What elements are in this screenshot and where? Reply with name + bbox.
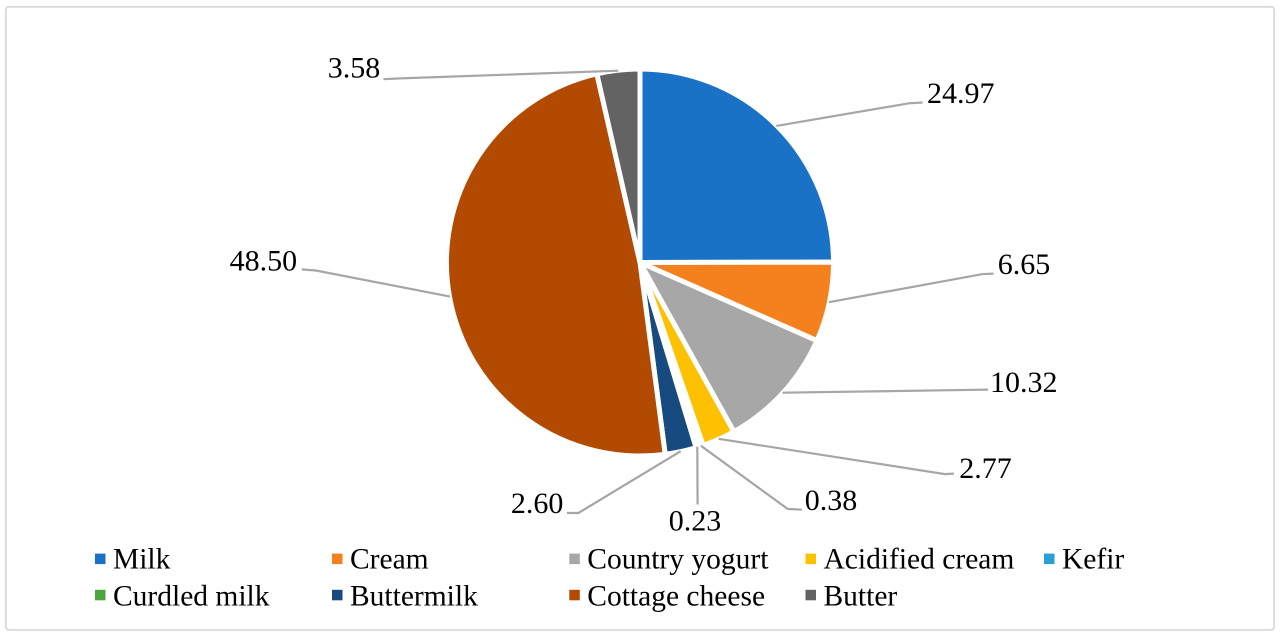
svg-text:Milk: Milk xyxy=(113,543,171,575)
svg-text:48.50: 48.50 xyxy=(230,245,298,278)
svg-text:3.58: 3.58 xyxy=(328,52,381,85)
svg-text:Country yogurt: Country yogurt xyxy=(587,543,769,575)
svg-text:Buttermilk: Buttermilk xyxy=(350,580,478,612)
svg-text:Kefir: Kefir xyxy=(1062,543,1124,575)
svg-text:Butter: Butter xyxy=(824,580,898,612)
svg-text:Curdled milk: Curdled milk xyxy=(113,580,270,612)
svg-text:10.32: 10.32 xyxy=(990,366,1058,399)
svg-text:0.38: 0.38 xyxy=(805,484,858,517)
svg-text:Acidified cream: Acidified cream xyxy=(824,543,1015,575)
svg-text:Cottage cheese: Cottage cheese xyxy=(587,580,765,612)
svg-text:Cream: Cream xyxy=(350,543,429,575)
svg-text:24.97: 24.97 xyxy=(927,77,995,110)
svg-text:6.65: 6.65 xyxy=(998,248,1050,281)
svg-text:0.23: 0.23 xyxy=(669,505,722,538)
svg-text:2.60: 2.60 xyxy=(511,487,564,520)
svg-text:2.77: 2.77 xyxy=(959,452,1012,485)
